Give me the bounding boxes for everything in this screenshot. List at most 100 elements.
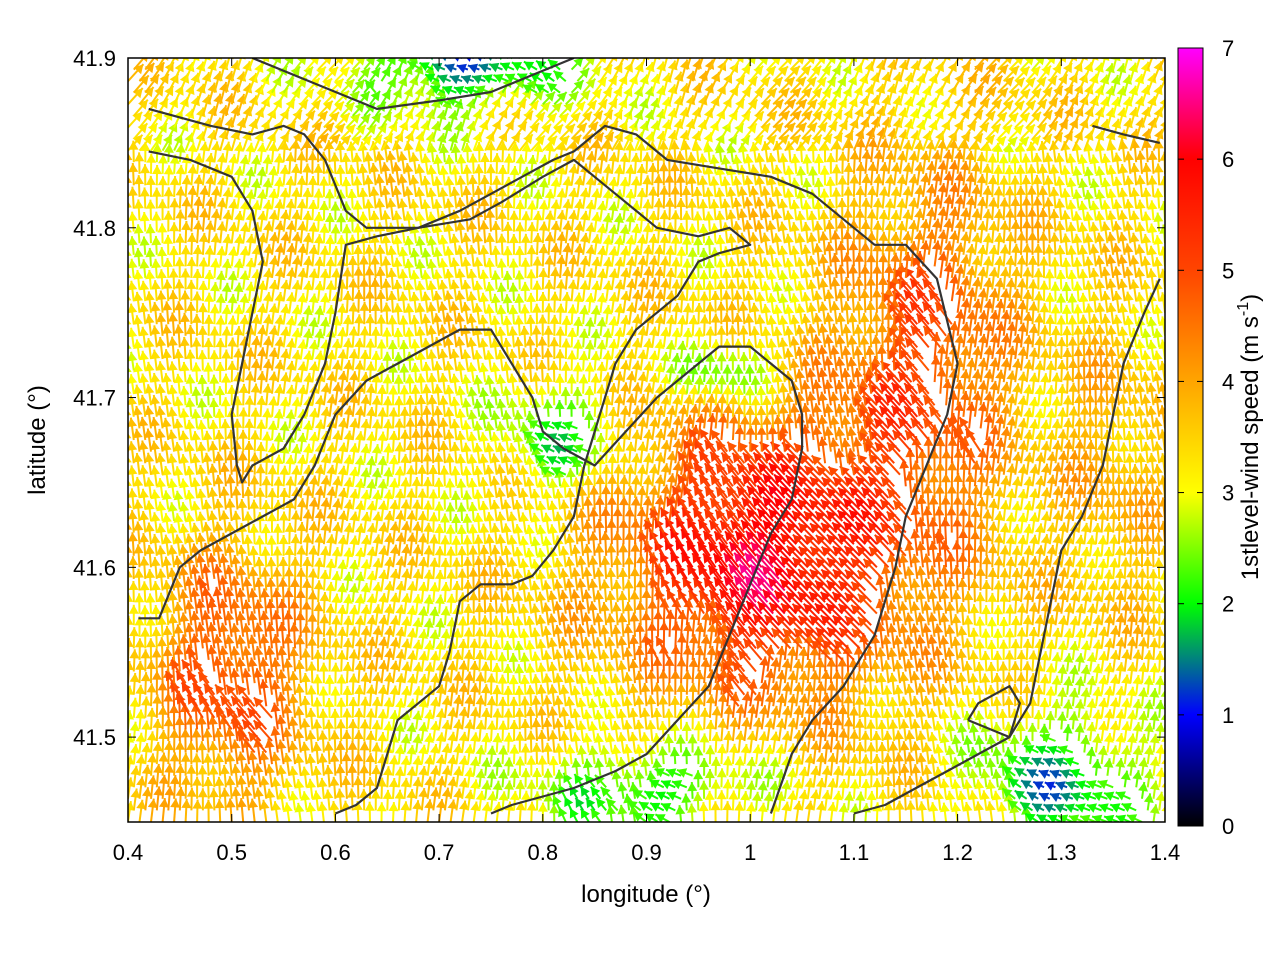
wind-arrow [214,799,225,822]
wind-arrow [481,733,492,753]
wind-arrow [1161,758,1165,776]
wind-arrow [991,790,1002,811]
wind-arrow [418,765,429,788]
wind-arrow [135,754,146,776]
wind-arrow [957,746,968,765]
wind-arrow [376,777,387,799]
wind-arrow [453,788,464,811]
wind-arrow [1063,757,1079,767]
wind-arrow [974,757,985,776]
wind-arrow [704,790,715,811]
wind-arrow [757,802,768,822]
wind-arrow [611,769,622,788]
wind-arrow [1019,756,1033,766]
wind-arrow [412,800,423,822]
wind-arrow [230,739,241,765]
wind-arrow [939,802,950,822]
wind-arrow [1121,745,1131,765]
wind-arrow [430,765,440,788]
wind-arrow [214,776,225,799]
wind-arrow [242,786,253,811]
wind-arrow [406,766,417,788]
wind-arrow [571,732,581,753]
wind-arrow [335,788,346,811]
wind-arrow [669,747,680,765]
wind-arrow [230,718,250,742]
wind-arrow [317,753,328,776]
wind-arrow [271,777,281,799]
wind-arrow [599,745,610,765]
wind-arrow [359,764,370,788]
wind-arrow [1165,189,1175,209]
wind-arrow [130,788,141,811]
wind-arrow [905,775,916,799]
wind-arrow [329,776,340,799]
wind-arrow [1115,757,1126,776]
wind-arrow [939,778,950,799]
wind-arrow [514,731,525,753]
wind-arrow [265,788,276,811]
wind-arrow [504,780,514,799]
wind-arrow [827,753,838,776]
wind-arrow [740,768,751,788]
wind-arrow [734,779,745,799]
wind-arrow [464,744,475,765]
wind-arrow [1023,744,1039,755]
wind-arrow [910,741,921,765]
wind-arrow [1161,782,1165,799]
wind-arrow [617,732,627,753]
wind-arrow [1086,803,1102,813]
wind-arrow [681,793,692,811]
wind-arrow [1097,745,1108,765]
wind-arrow [270,751,281,776]
wind-arrow [400,755,411,776]
wind-arrow [400,733,411,753]
wind-arrow [939,733,950,753]
wind-arrow [282,802,293,822]
wind-arrow [447,799,458,822]
wind-arrow [336,719,346,742]
wind-arrow [382,789,393,811]
wind-arrow [323,789,334,811]
wind-arrow [877,742,888,765]
wind-arrow [699,780,709,799]
wind-arrow [306,778,316,799]
wind-arrow [1044,781,1056,791]
wind-arrow [722,801,733,822]
wind-arrow [208,765,219,788]
wind-arrow [329,752,340,776]
wind-arrow [288,790,299,811]
wind-arrow [1164,335,1165,338]
wind-arrow [175,740,185,765]
wind-arrow [585,797,596,811]
wind-arrow [1057,814,1074,822]
wind-arrow [579,808,590,822]
wind-arrow [1165,213,1175,231]
wind-arrow [810,740,821,765]
wind-arrow [1049,769,1062,779]
wind-arrow [1164,494,1165,497]
wind-arrow [728,768,739,788]
wind-arrow [1001,787,1016,800]
wind-arrow [781,801,792,822]
wind-arrow [595,797,607,812]
wind-arrow [294,802,305,822]
wind-arrow [735,730,745,753]
wind-arrow [487,791,498,811]
wind-arrow [1013,767,1028,778]
wind-arrow [453,766,463,788]
wind-arrow [606,805,616,822]
wind-arrow [186,740,197,765]
wind-arrow [883,753,893,776]
wind-arrow [159,798,169,822]
wind-arrow [549,781,559,799]
wind-arrow [798,741,809,765]
wind-arrow [792,778,803,799]
wind-arrow [899,741,910,765]
wind-arrow [152,741,163,765]
wind-arrow [219,764,230,788]
wind-arrow [640,732,651,753]
wind-arrow [341,776,352,799]
wind-arrow [571,758,582,776]
wind-arrow [763,791,774,811]
